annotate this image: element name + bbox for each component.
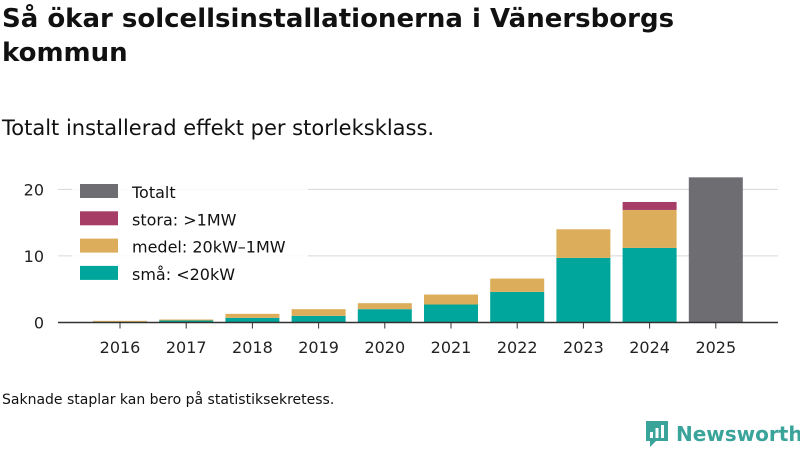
bar-small-2021: [424, 304, 478, 323]
bar-medium-2018: [225, 313, 280, 318]
x-tick-label-2018: 2018: [232, 338, 273, 357]
legend-label-small: små: <20kW: [132, 265, 235, 284]
y-tick-label: 0: [34, 314, 44, 333]
bar-medium-2020: [357, 303, 412, 310]
y-tick-label: 10: [24, 247, 44, 266]
brand-logo: Newsworthy: [644, 418, 800, 450]
legend-swatch-medium: [80, 238, 118, 253]
bar-large-2024: [622, 201, 677, 210]
bar-medium-2022: [490, 278, 545, 292]
bar-medium-2021: [424, 294, 478, 305]
stacked-bar-chart: 0 10 20 2016 2017 2018 2019 2020 2021 2022 2023 202…: [24, 177, 778, 357]
bar-medium-2023: [556, 229, 611, 258]
x-tick-label-2024: 2024: [629, 338, 670, 357]
bar-small-2020: [357, 309, 412, 323]
x-tick-label-2017: 2017: [166, 338, 207, 357]
bar-small-2022: [490, 291, 545, 323]
bar-small-2019: [291, 315, 346, 323]
bar-small-2018: [225, 317, 280, 323]
newsworthy-logo-icon: [646, 421, 668, 447]
bar-small-2017: [159, 320, 214, 323]
bar-small-2023: [556, 257, 611, 323]
chart-subtitle: Totalt installerad effekt per storlekskl…: [2, 116, 435, 140]
x-tick-label-2016: 2016: [100, 338, 141, 357]
legend-label-medium: medel: 20kW–1MW: [132, 238, 286, 257]
bar-small-2024: [622, 247, 677, 323]
x-tick-label-2021: 2021: [431, 338, 472, 357]
legend-swatch-total: [80, 184, 118, 198]
bar-medium-2017: [159, 319, 214, 321]
x-tick-label-2020: 2020: [364, 338, 405, 357]
bar-medium-2024: [622, 209, 677, 248]
y-tick-label: 20: [24, 180, 44, 199]
x-tick-label-2023: 2023: [563, 338, 604, 357]
chart-title: Så ökar solcellsinstallationerna i Väner…: [2, 4, 675, 68]
legend-swatch-large: [80, 211, 118, 226]
legend-label-large: stora: >1MW: [132, 210, 237, 229]
bar-medium-2016: [93, 320, 147, 322]
x-tick-label-2025: 2025: [695, 338, 736, 357]
legend-swatch-small: [80, 265, 118, 280]
x-tick-label-2019: 2019: [298, 338, 339, 357]
x-tick-label-2022: 2022: [497, 338, 538, 357]
bar-total-2025: [688, 177, 743, 323]
bar-medium-2019: [291, 309, 346, 316]
legend-label-total: Totalt: [131, 183, 176, 202]
footnote: Saknade staplar kan bero på statistiksek…: [2, 392, 335, 408]
brand-name: Newsworthy: [676, 422, 800, 446]
